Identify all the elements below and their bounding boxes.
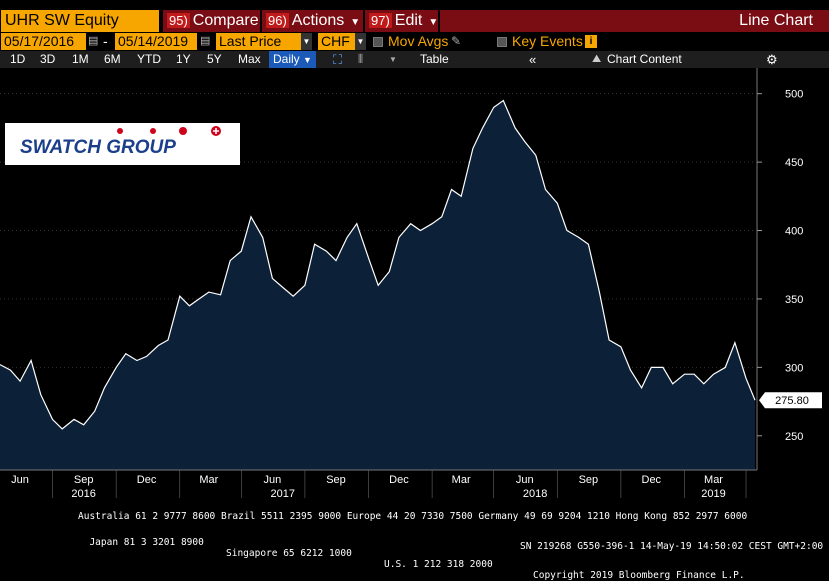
calendar-icon[interactable]: ▤ (88, 35, 99, 47)
price-field-select[interactable]: Last Price ▼ (216, 33, 312, 50)
footer-session: SN 219268 G550-396-1 14-May-19 14:50:02 … (520, 541, 824, 552)
x-tick-label: Dec (642, 474, 662, 486)
y-tick-label: 350 (785, 294, 803, 306)
gear-icon[interactable]: ⚙ (766, 52, 778, 67)
calendar-icon[interactable]: ▤ (200, 35, 211, 47)
chevron-down-icon: ▼ (350, 17, 361, 28)
x-tick-label: Sep (326, 474, 346, 486)
ticker-field[interactable]: UHR SW Equity (1, 10, 159, 32)
bar-style-icon[interactable]: ⫴ (358, 52, 364, 66)
footer-singapore: Singapore 65 6212 1000 (226, 548, 352, 559)
x-tick-label: Mar (199, 474, 218, 486)
mov-avgs-label: Mov Avgs (388, 33, 449, 49)
chevron-down-icon[interactable]: ▼ (389, 55, 397, 64)
y-tick-label: 450 (785, 157, 803, 169)
currency-select[interactable]: CHF ▼ (318, 33, 366, 50)
footer-copyright: Copyright 2019 Bloomberg Finance L.P. (533, 570, 745, 581)
x-tick-label: Jun (516, 474, 534, 486)
x-tick-label: Mar (452, 474, 471, 486)
footer-contacts-1: Australia 61 2 9777 8600 Brazil 5511 239… (78, 511, 748, 522)
mov-avgs-checkbox[interactable] (373, 37, 383, 47)
last-value-marker: 275.80 (759, 392, 822, 409)
price-area (0, 100, 755, 470)
edit-button[interactable]: 97) Edit ▼ (365, 10, 438, 32)
actions-label: Actions (291, 12, 345, 29)
y-tick-label: 300 (785, 362, 803, 374)
x-tick-label: Mar (704, 474, 723, 486)
logo-graphic: SWATCH GROUP (20, 126, 221, 158)
period-3d[interactable]: 3D (40, 52, 56, 66)
chart-content-button[interactable]: Chart Content (607, 52, 682, 66)
last-value-tag (759, 392, 822, 409)
price-field-value: Last Price (219, 33, 282, 49)
last-value-label: 275.80 (775, 395, 809, 407)
compare-button[interactable]: 95) Compare (163, 10, 260, 32)
line-chart-icon[interactable]: ⛶ (333, 52, 343, 67)
y-axis: 250 300 350 400 450 500 (756, 68, 803, 470)
x-tick-label: Jun (264, 474, 282, 486)
start-date-field[interactable]: 05/17/2016 (1, 33, 86, 50)
period-1d[interactable]: 1D (10, 52, 26, 66)
chevron-down-icon: ▼ (303, 55, 312, 65)
period-6m[interactable]: 6M (104, 52, 121, 66)
swatch-group-logo: SWATCH GROUP (5, 123, 240, 165)
price-chart[interactable]: 250 300 350 400 450 500 Jun Sep Dec Mar Jun Sep Dec… (0, 68, 829, 510)
y-tick-label: 250 (785, 431, 803, 443)
compare-shortcut: 95) (167, 13, 190, 28)
info-icon[interactable]: i (585, 35, 597, 48)
x-axis: Jun Sep Dec Mar Jun Sep Dec Mar Jun Sep Dec Mar 2016… (0, 469, 757, 500)
key-events-label: Key Events (512, 33, 583, 49)
edit-shortcut: 97) (369, 13, 392, 28)
period-1m[interactable]: 1M (72, 52, 89, 66)
chevron-down-icon: ▼ (301, 33, 312, 50)
actions-button[interactable]: 96) Actions ▼ (262, 10, 363, 32)
footer-contacts-2: Japan 81 3 3201 8900 Singapore 65 6212 1… (78, 526, 744, 581)
key-events-checkbox[interactable] (497, 37, 507, 47)
end-date-field[interactable]: 05/14/2019 (115, 33, 197, 50)
window-title: Line Chart (440, 10, 829, 32)
footer-japan: Japan 81 3 3201 8900 (89, 537, 204, 548)
pencil-icon[interactable]: ✎ (451, 34, 462, 48)
frequency-label: Daily (273, 52, 300, 66)
actions-shortcut: 96) (266, 13, 289, 28)
chart-content-icon: ⛰ (592, 53, 602, 65)
period-max[interactable]: Max (238, 52, 261, 66)
price-line (0, 99, 756, 430)
x-tick-label: Dec (137, 474, 157, 486)
period-1y[interactable]: 1Y (176, 52, 191, 66)
collapse-icon[interactable]: « (529, 52, 537, 67)
chart-toolbar (0, 51, 829, 68)
logo-dot (150, 128, 156, 134)
period-ytd[interactable]: YTD (137, 52, 161, 66)
y-tick-label: 400 (785, 226, 803, 238)
currency-value: CHF (321, 33, 350, 49)
logo-dot (179, 127, 187, 135)
period-5y[interactable]: 5Y (207, 52, 222, 66)
logo-cross-mark (213, 128, 219, 134)
chevron-down-icon: ▼ (355, 33, 366, 50)
logo-wordmark: SWATCH GROUP (20, 137, 176, 158)
y-tick-label: 500 (785, 89, 803, 101)
table-button[interactable]: Table (420, 52, 449, 66)
x-tick-label: Sep (579, 474, 599, 486)
x-tick-label: Sep (74, 474, 94, 486)
footer-us: U.S. 1 212 318 2000 (384, 559, 493, 570)
x-tick-label: Dec (389, 474, 409, 486)
x-year-label: 2017 (271, 488, 295, 500)
x-year-label: 2019 (701, 488, 725, 500)
frequency-select[interactable]: Daily ▼ (269, 51, 316, 68)
x-year-label: 2018 (523, 488, 547, 500)
chevron-down-icon: ▼ (428, 17, 439, 28)
logo-dot (117, 128, 123, 134)
x-tick-label: Jun (11, 474, 29, 486)
compare-label: Compare (192, 12, 259, 29)
date-separator: - (103, 33, 108, 49)
x-year-label: 2016 (71, 488, 95, 500)
edit-label: Edit (394, 12, 423, 29)
